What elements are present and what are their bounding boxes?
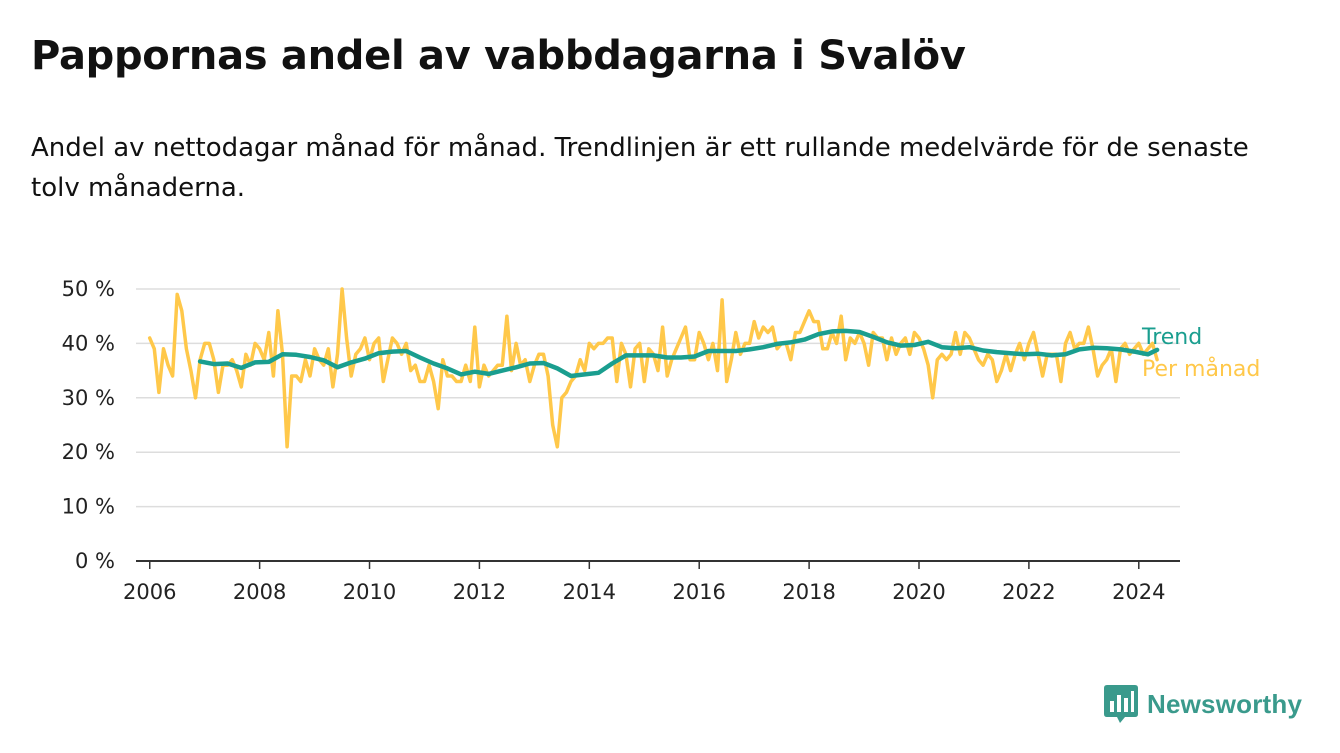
legend-trend: Trend	[1141, 325, 1202, 350]
trend-series-line	[197, 328, 1160, 379]
x-tick-label: 2008	[233, 580, 286, 604]
y-tick-label: 10 %	[62, 495, 115, 519]
x-axis: 2006 2008 2010 2012 2014 2016 2018 2020 2022 2024	[123, 560, 1180, 604]
brand-name: Newsworthy	[1147, 688, 1303, 719]
x-tick-label: 2010	[343, 580, 396, 604]
x-tick-label: 2024	[1112, 580, 1165, 604]
x-tick-label: 2022	[1002, 580, 1055, 604]
chart-subtitle: Andel av nettodagar månad för månad. Tre…	[31, 133, 1249, 203]
x-tick-label: 2006	[123, 580, 176, 604]
gridlines	[136, 288, 1180, 508]
newsworthy-logo-icon	[1104, 685, 1138, 723]
legend: Per månad Trend	[1141, 325, 1260, 382]
y-tick-label: 20 %	[62, 440, 115, 464]
x-tick-label: 2016	[672, 580, 725, 604]
y-tick-label: 30 %	[62, 386, 115, 410]
x-tick-label: 2012	[453, 580, 506, 604]
y-axis-labels: 0 % 10 % 20 % 30 % 40 % 50 %	[62, 277, 115, 573]
x-tick-label: 2018	[782, 580, 835, 604]
monthly-series-line	[147, 287, 1159, 449]
y-tick-label: 0 %	[75, 549, 115, 573]
x-tick-label: 2020	[892, 580, 945, 604]
y-tick-label: 40 %	[62, 331, 115, 355]
series-lines	[147, 287, 1160, 449]
brand-logo: Newsworthy	[1103, 684, 1302, 724]
chart-title: Pappornas andel av vabbdagarna i Svalöv	[31, 33, 966, 79]
y-tick-label: 50 %	[62, 277, 115, 301]
legend-monthly: Per månad	[1142, 356, 1260, 382]
x-tick-label: 2014	[563, 580, 616, 604]
